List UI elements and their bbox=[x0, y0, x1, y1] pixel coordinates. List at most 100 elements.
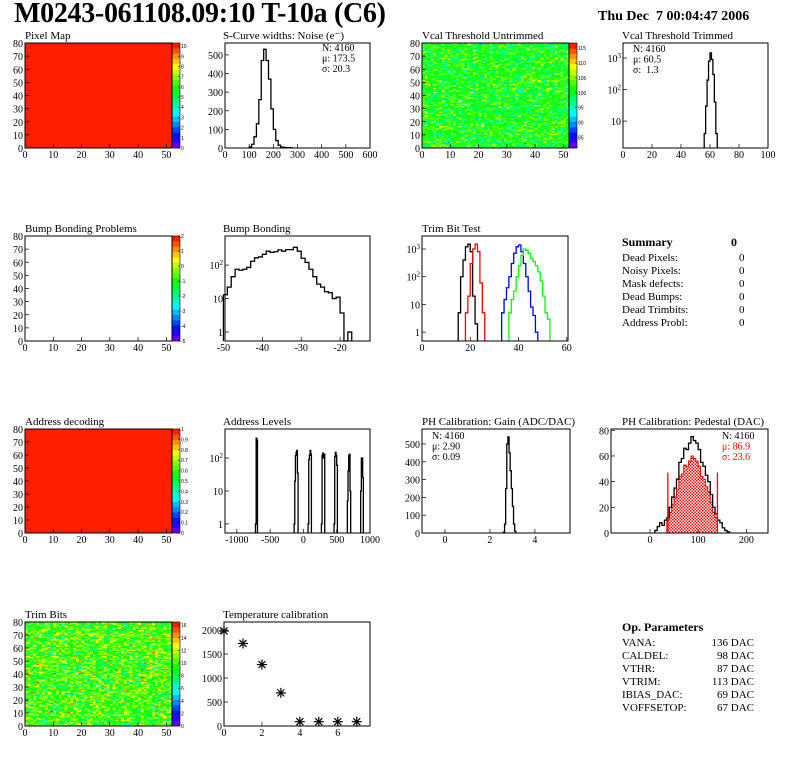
heatmap-cell bbox=[30, 723, 34, 725]
heatmap-cell bbox=[464, 44, 468, 46]
heatmap-cell bbox=[427, 144, 431, 146]
heatmap-cell bbox=[441, 52, 445, 54]
heatmap-cell bbox=[475, 104, 479, 107]
heatmap-cell bbox=[557, 50, 561, 53]
heatmap-cell bbox=[464, 100, 468, 103]
heatmap-cell bbox=[436, 99, 440, 102]
heatmap-cell bbox=[467, 141, 471, 144]
heatmap-cell bbox=[495, 99, 499, 102]
heatmap-cell bbox=[436, 142, 440, 145]
heatmap-cell bbox=[515, 70, 519, 73]
heatmap-cell bbox=[554, 74, 558, 77]
heatmap-cell bbox=[33, 694, 37, 697]
heatmap-cell bbox=[25, 648, 29, 650]
heatmap-cell bbox=[438, 85, 443, 87]
heatmap-cell bbox=[549, 116, 553, 119]
heatmap-cell bbox=[487, 75, 491, 78]
heatmap-cell bbox=[552, 119, 556, 121]
heatmap-cell bbox=[484, 121, 488, 124]
heatmap-cell bbox=[464, 137, 468, 140]
heatmap-cell bbox=[566, 138, 570, 141]
heatmap-cell bbox=[30, 664, 34, 667]
heatmap-cell bbox=[518, 92, 522, 95]
heatmap-cell bbox=[424, 70, 428, 73]
heatmap-cell bbox=[487, 125, 491, 128]
heatmap-cell bbox=[453, 54, 457, 57]
heatmap-cell bbox=[495, 66, 499, 69]
heatmap-cell bbox=[458, 44, 462, 46]
heatmap-cell bbox=[532, 107, 536, 109]
heatmap-cell bbox=[447, 66, 451, 69]
heatmap-cell bbox=[472, 128, 477, 130]
heatmap-cell bbox=[433, 138, 437, 141]
heatmap-cell bbox=[554, 60, 558, 62]
histogram-series bbox=[508, 248, 551, 341]
heatmap-cell bbox=[438, 109, 443, 112]
heatmap-cell bbox=[467, 46, 471, 49]
heatmap-cell bbox=[512, 44, 516, 46]
heatmap-cell bbox=[509, 125, 513, 128]
heatmap-cell bbox=[461, 125, 465, 128]
heatmap-cell bbox=[464, 53, 468, 56]
heatmap-cell bbox=[453, 81, 457, 83]
heatmap-cell bbox=[487, 94, 491, 96]
heatmap-cell bbox=[492, 95, 496, 98]
heatmap-cell bbox=[506, 109, 510, 112]
heatmap-cell bbox=[526, 91, 530, 94]
heatmap-cell bbox=[563, 53, 567, 56]
heatmap-cell bbox=[444, 142, 448, 145]
heatmap-cell bbox=[543, 61, 547, 63]
heatmap-cell bbox=[25, 714, 29, 716]
heatmap-cell bbox=[520, 128, 525, 130]
heatmap-cell bbox=[566, 104, 570, 107]
palette-band bbox=[172, 491, 180, 497]
heatmap-cell bbox=[495, 111, 499, 113]
heatmap-cell bbox=[506, 104, 510, 107]
heatmap-cell bbox=[537, 136, 542, 138]
heatmap-cell bbox=[552, 146, 556, 149]
heatmap-cell bbox=[520, 119, 525, 121]
heatmap-cell bbox=[557, 81, 561, 83]
heatmap-cell bbox=[526, 108, 530, 111]
heatmap-cell bbox=[433, 128, 437, 130]
heatmap-cell bbox=[563, 136, 567, 138]
panel-title: Bump Bonding Problems bbox=[25, 223, 137, 235]
heatmap-cell bbox=[498, 117, 502, 120]
heatmap-cell bbox=[467, 43, 471, 45]
heatmap-cell bbox=[487, 116, 491, 119]
panel-title: PH Calibration: Gain (ADC/DAC) bbox=[422, 416, 575, 428]
heatmap-cell bbox=[461, 123, 465, 125]
heatmap-cell bbox=[424, 94, 428, 96]
heatmap-cell bbox=[501, 43, 505, 45]
stats-line: N: 4160 bbox=[633, 44, 666, 55]
heatmap-cell bbox=[470, 44, 474, 46]
heatmap-cell bbox=[532, 106, 536, 108]
heatmap-cell bbox=[36, 719, 40, 722]
heatmap-cell bbox=[529, 100, 533, 103]
heatmap-cell bbox=[467, 88, 471, 91]
heatmap-cell bbox=[506, 43, 510, 45]
heatmap-cell bbox=[441, 70, 445, 73]
heatmap-cell bbox=[27, 718, 31, 720]
heatmap-cell bbox=[461, 116, 465, 119]
heatmap-cell bbox=[433, 58, 437, 61]
heatmap-cell bbox=[557, 104, 561, 107]
heatmap-cell bbox=[453, 48, 457, 50]
heatmap-cell bbox=[438, 96, 443, 99]
heatmap-cell bbox=[515, 115, 519, 117]
heatmap-cell bbox=[36, 690, 40, 693]
heatmap-cell bbox=[512, 52, 516, 54]
stats-line: σ: 1.3 bbox=[633, 65, 659, 76]
heatmap-cell bbox=[441, 77, 445, 79]
heatmap-cell bbox=[520, 98, 525, 100]
heatmap-cell bbox=[481, 70, 485, 73]
heatmap-cell bbox=[566, 48, 570, 50]
heatmap-cell bbox=[484, 50, 488, 53]
y-tick-label: 80 bbox=[13, 39, 23, 50]
heatmap-cell bbox=[529, 107, 533, 109]
heatmap-cell bbox=[537, 69, 542, 71]
heatmap-cell bbox=[529, 109, 533, 112]
heatmap-cell bbox=[424, 140, 428, 142]
heatmap-cell bbox=[481, 82, 485, 84]
